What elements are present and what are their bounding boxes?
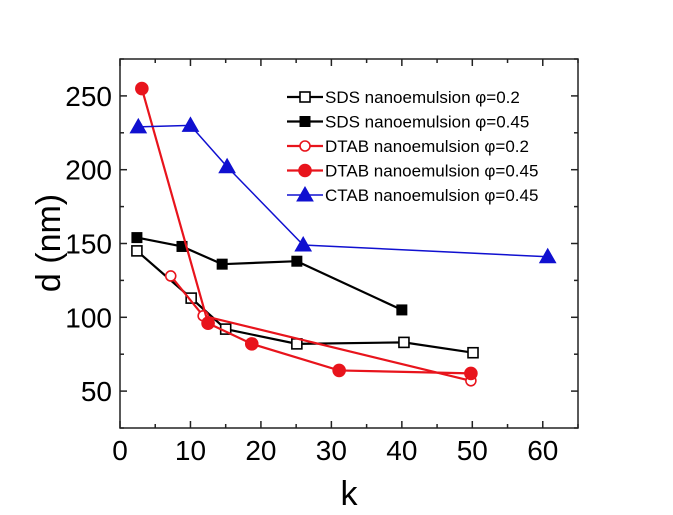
data-point: [299, 140, 311, 152]
x-tick-label: 10: [175, 435, 206, 466]
y-tick-label: 50: [81, 376, 112, 407]
legend-label: CTAB nanoemulsion φ=0.45: [325, 186, 538, 205]
data-point: [201, 316, 215, 331]
y-tick-label: 150: [65, 229, 112, 260]
data-point: [294, 235, 313, 252]
x-tick-label: 50: [457, 435, 488, 466]
legend-entry: SDS nanoemulsion φ=0.2: [287, 88, 520, 107]
plot-area: [129, 81, 557, 387]
data-point: [398, 336, 410, 349]
data-point: [464, 366, 478, 381]
data-point: [244, 337, 259, 351]
data-point: [129, 117, 148, 134]
x-tick-label: 20: [245, 435, 276, 466]
data-point: [218, 157, 236, 174]
axes: 0 10 20 30 40 50 60 50 100 150 200 250: [65, 58, 579, 466]
y-tick-label: 100: [65, 302, 112, 333]
x-tick-label: 0: [112, 435, 128, 466]
legend-entry: DTAB nanoemulsion φ=0.45: [287, 162, 538, 181]
data-point: [131, 232, 143, 244]
legend-entry: CTAB nanoemulsion φ=0.45: [287, 185, 538, 205]
x-tick-label: 30: [316, 435, 347, 466]
data-point: [185, 292, 197, 304]
data-point: [467, 346, 479, 359]
data-point: [164, 270, 177, 282]
series: [129, 116, 557, 264]
x-axis-label: k: [341, 475, 359, 513]
legend: SDS nanoemulsion φ=0.2 SDS nanoemulsion φ…: [287, 88, 538, 205]
data-point: [135, 81, 149, 96]
legend-label: DTAB nanoemulsion φ=0.45: [325, 162, 538, 181]
legend-entry: SDS nanoemulsion φ=0.45: [287, 113, 529, 132]
data-point: [298, 163, 312, 178]
data-point: [332, 363, 346, 378]
data-point: [538, 247, 557, 264]
data-point: [181, 116, 200, 132]
series: [131, 232, 408, 316]
data-point: [216, 258, 228, 270]
y-axis-label: d (nm): [30, 194, 68, 292]
data-point: [396, 304, 408, 316]
x-tick-label: 60: [527, 435, 558, 466]
series: [135, 81, 478, 381]
data-point: [291, 255, 303, 267]
legend-label: SDS nanoemulsion φ=0.45: [325, 113, 529, 132]
data-point: [299, 91, 311, 103]
data-point: [296, 185, 314, 202]
legend-entry: DTAB nanoemulsion φ=0.2: [287, 137, 529, 156]
x-tick-label: 40: [386, 435, 417, 466]
legend-label: SDS nanoemulsion φ=0.2: [325, 88, 520, 107]
y-tick-label: 200: [65, 155, 112, 186]
data-point: [299, 116, 311, 127]
legend-label: DTAB nanoemulsion φ=0.2: [325, 137, 529, 156]
data-point: [131, 245, 143, 257]
y-tick-label: 250: [65, 81, 112, 112]
